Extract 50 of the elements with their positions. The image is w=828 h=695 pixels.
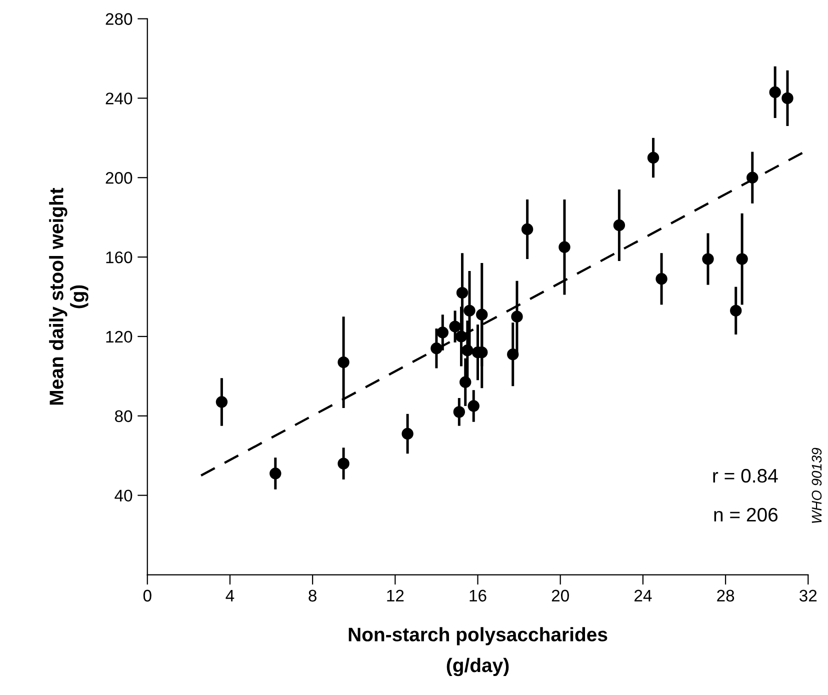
point (613, 219, 626, 232)
y-axis-title: Mean daily stool weight (g) (49, 188, 88, 405)
point (216, 396, 228, 408)
point (702, 253, 714, 265)
point (462, 344, 474, 356)
y-tick-label: 280 (106, 13, 132, 25)
point (730, 304, 742, 317)
x-tick-label: 12 (387, 590, 404, 602)
point (453, 406, 466, 418)
point (511, 310, 523, 322)
y-tick-label: 120 (106, 330, 132, 343)
y-tick-label: 40 (114, 490, 132, 502)
x-tick-label: 24 (634, 590, 652, 602)
point (476, 308, 488, 320)
point (521, 223, 534, 236)
point (736, 253, 748, 265)
point (338, 458, 350, 470)
point (656, 273, 668, 285)
x-tick-label: 0 (143, 590, 152, 602)
annotation: r = 0.84 (713, 468, 778, 483)
point (430, 342, 442, 354)
point (647, 152, 660, 164)
point (402, 428, 414, 440)
point (456, 286, 468, 299)
point (449, 320, 461, 332)
y-tick-label: 200 (106, 172, 132, 184)
y-tick-label: 240 (106, 92, 132, 104)
annotation: n = 206 (714, 508, 778, 522)
x-tick-label: 20 (552, 590, 569, 602)
y-tick-label: 160 (106, 251, 132, 264)
point (782, 92, 794, 104)
x-tick-label: 4 (226, 590, 234, 602)
x-tick-label: 32 (799, 590, 817, 602)
point (338, 356, 350, 368)
point (468, 400, 480, 412)
x-tick-label: 16 (470, 590, 486, 602)
y-tick-label: 80 (114, 410, 132, 422)
point (769, 86, 781, 98)
point (460, 376, 472, 388)
point (746, 172, 758, 184)
point (507, 348, 519, 360)
x-axis-title: Non-starch polysaccharides (g/day) (348, 627, 608, 676)
point (270, 468, 282, 480)
point (558, 241, 570, 253)
x-tick-label: 28 (717, 590, 734, 602)
point (464, 304, 476, 317)
point (455, 330, 468, 342)
x-tick-label: 8 (308, 590, 316, 602)
text: WHO 90139 (812, 448, 822, 523)
point (436, 326, 448, 338)
